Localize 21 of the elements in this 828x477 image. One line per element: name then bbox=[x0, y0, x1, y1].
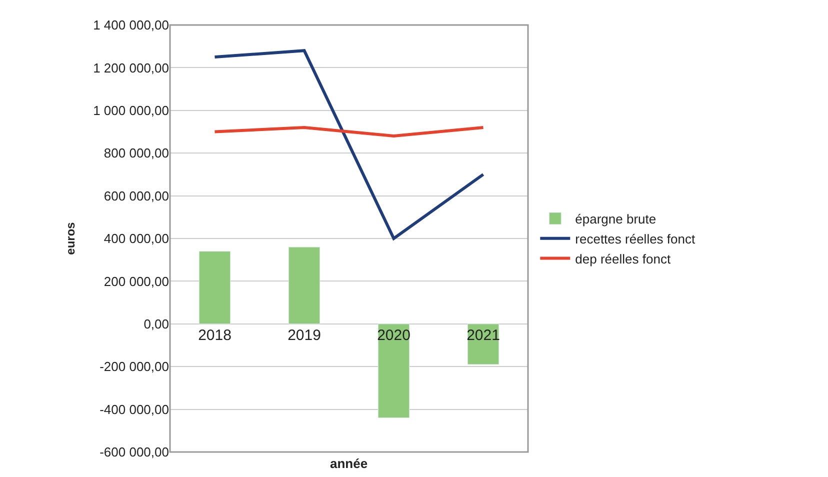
y-tick-label: 400 000,00 bbox=[104, 231, 169, 246]
y-tick-label: 800 000,00 bbox=[104, 146, 169, 161]
bar bbox=[288, 246, 320, 324]
y-axis-title: euros bbox=[63, 222, 78, 255]
y-tick-label: -200 000,00 bbox=[100, 359, 169, 374]
y-tick-label: 1 200 000,00 bbox=[93, 60, 169, 76]
legend-label: épargne brute bbox=[575, 212, 656, 227]
legend-label: dep réelles fonct bbox=[575, 251, 671, 266]
y-tick-label: 0,00 bbox=[144, 316, 169, 332]
bar bbox=[198, 251, 231, 324]
x-axis-title: année bbox=[330, 456, 368, 471]
y-tick-label: 600 000,00 bbox=[104, 188, 169, 204]
x-tick-label: 2018 bbox=[198, 326, 232, 344]
y-tick-label: -400 000,00 bbox=[100, 402, 169, 417]
x-tick-label: 2019 bbox=[288, 326, 321, 344]
y-tick-label: 200 000,00 bbox=[104, 274, 169, 289]
line-series bbox=[213, 49, 485, 240]
legend-label: recettes réelles fonct bbox=[575, 231, 696, 246]
y-tick-label: 1 000 000,00 bbox=[93, 102, 169, 118]
y-tick-label: 1 400 000,00 bbox=[93, 18, 169, 33]
y-tick-label: -600 000,00 bbox=[100, 444, 169, 460]
